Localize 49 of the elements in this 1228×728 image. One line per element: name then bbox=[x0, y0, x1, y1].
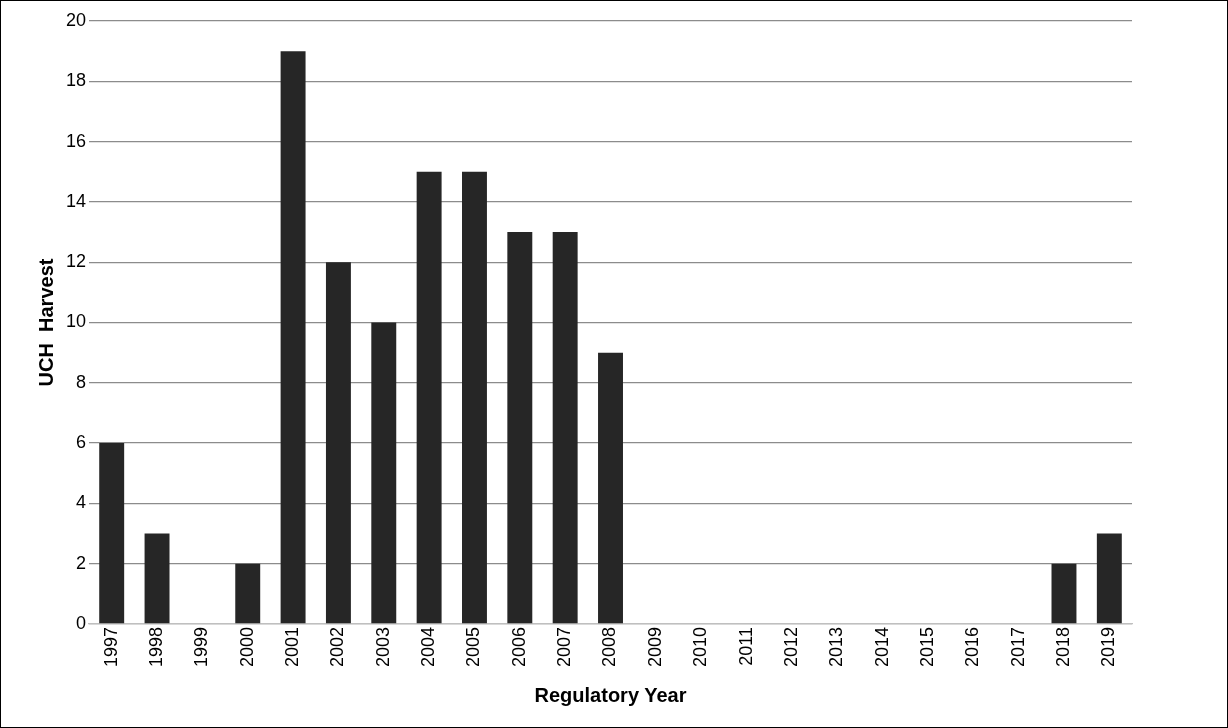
x-tick-label: 2019 bbox=[1098, 626, 1119, 667]
y-tick-label: 18 bbox=[65, 70, 87, 91]
x-tick-label: 2005 bbox=[463, 626, 484, 667]
y-axis-title: UCH Harvest bbox=[34, 258, 57, 387]
bar bbox=[552, 232, 578, 624]
x-tick-label: 2017 bbox=[1007, 626, 1028, 667]
x-tick-label: 2014 bbox=[871, 626, 892, 667]
bar bbox=[416, 171, 442, 624]
x-tick-label: 2000 bbox=[236, 626, 257, 667]
bar bbox=[144, 533, 170, 624]
x-tick-label: 2002 bbox=[327, 626, 348, 667]
y-tick-label: 2 bbox=[76, 552, 87, 573]
x-tick-label: 2007 bbox=[554, 626, 575, 667]
bar bbox=[280, 51, 306, 624]
x-tick-label: 2016 bbox=[962, 626, 983, 667]
bar bbox=[325, 262, 351, 624]
x-tick-label: 2004 bbox=[418, 626, 439, 667]
y-tick-label: 16 bbox=[65, 130, 87, 151]
x-tick-label: 1999 bbox=[191, 626, 212, 667]
y-tick-label: 10 bbox=[65, 311, 87, 332]
x-axis-title: Regulatory Year bbox=[534, 683, 687, 706]
x-tick-label: 2013 bbox=[826, 626, 847, 667]
x-tick-label: 1998 bbox=[146, 626, 167, 667]
bar bbox=[235, 563, 261, 624]
x-tick-label: 2006 bbox=[508, 626, 529, 667]
x-tick-label: 2001 bbox=[282, 626, 303, 667]
x-tick-label: 2008 bbox=[599, 626, 620, 667]
bar bbox=[371, 322, 397, 624]
y-tick-label: 4 bbox=[76, 492, 87, 513]
x-tick-label: 2009 bbox=[644, 626, 665, 667]
x-tick-label: 2010 bbox=[690, 626, 711, 667]
y-tick-label: 20 bbox=[65, 9, 87, 30]
x-tick-label: 2015 bbox=[916, 626, 937, 667]
bar bbox=[462, 171, 487, 624]
bar bbox=[598, 352, 623, 624]
x-tick-label: 2012 bbox=[780, 626, 801, 667]
x-tick-label: 2003 bbox=[372, 626, 393, 667]
x-tick-label: 2011 bbox=[735, 626, 756, 666]
y-tick-label: 14 bbox=[65, 190, 87, 211]
x-tick-label: 1997 bbox=[100, 626, 121, 667]
bar bbox=[1051, 563, 1077, 624]
y-tick-label: 6 bbox=[76, 432, 87, 453]
y-tick-label: 0 bbox=[76, 612, 87, 633]
x-tick-label: 2018 bbox=[1052, 626, 1073, 667]
bar bbox=[1096, 533, 1122, 624]
y-tick-label: 12 bbox=[65, 251, 87, 272]
bar bbox=[507, 232, 533, 624]
bar bbox=[99, 443, 125, 624]
y-tick-label: 8 bbox=[76, 371, 87, 392]
